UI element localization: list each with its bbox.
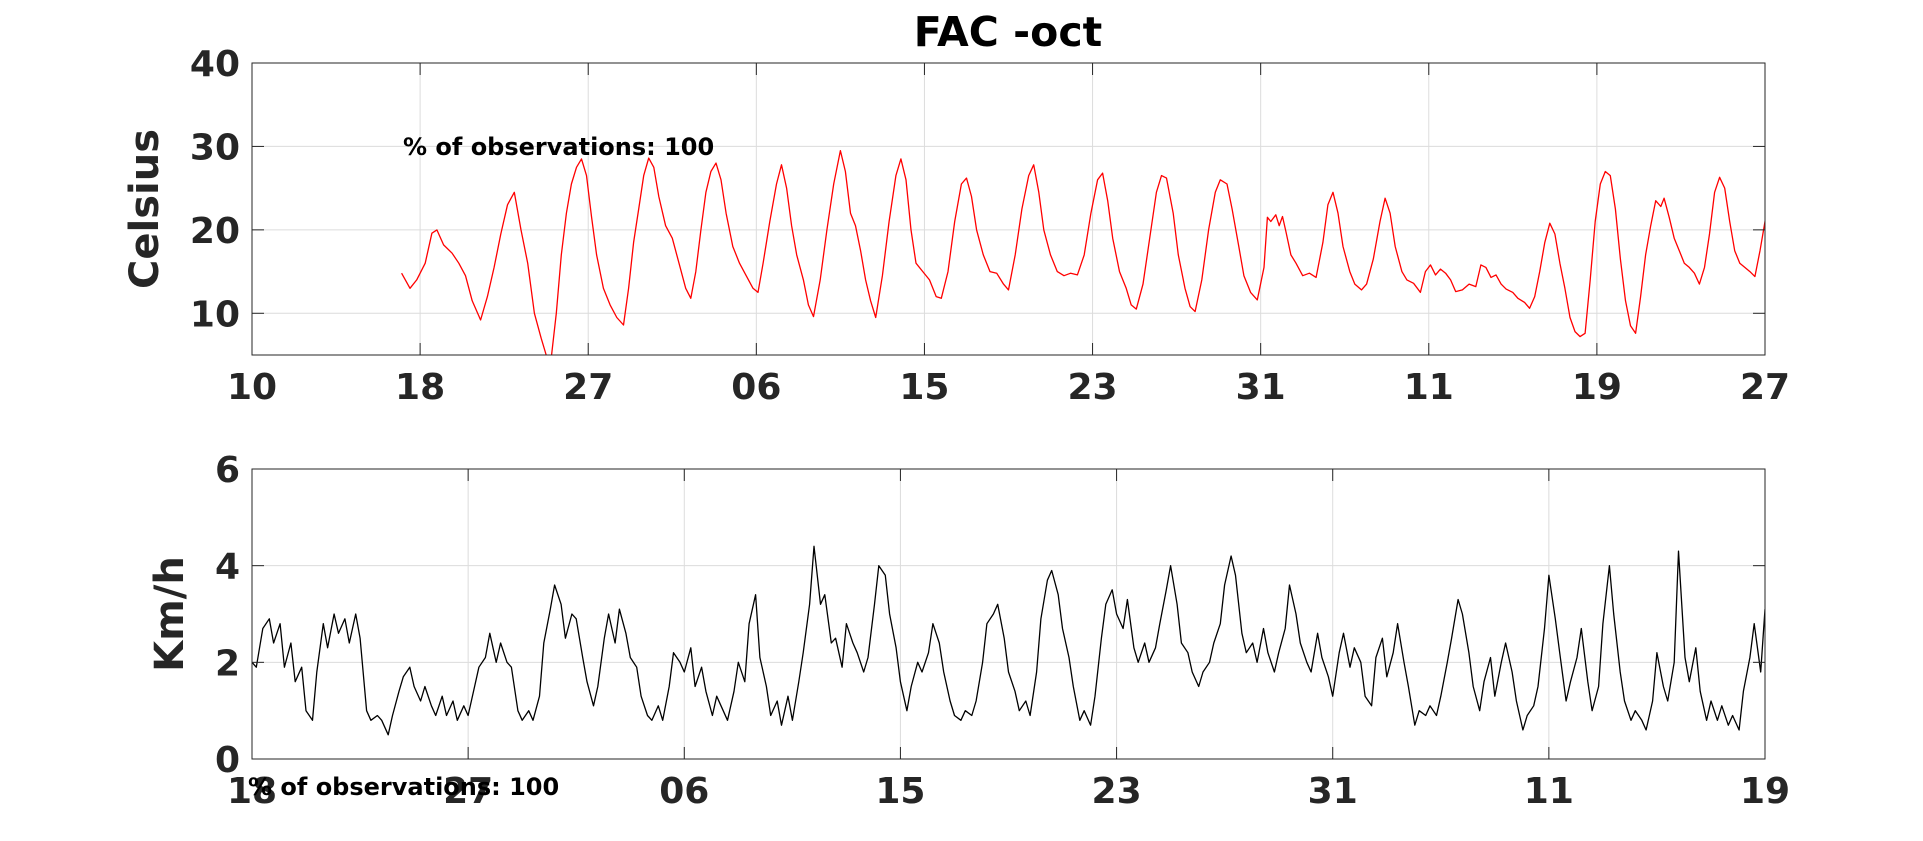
wind-x-tick-label: 18: [227, 771, 277, 812]
temp-axes-frame: [251, 62, 1766, 356]
temperature-plot: 10 18 27 06 15 23 31 11 19 27 10 20 30 40 Celsius % of …: [122, 44, 1790, 408]
temp-x-tick-label: 18: [395, 367, 445, 408]
wind-y-tick-label: 6: [215, 450, 240, 491]
wind-y-tick-label: 2: [215, 643, 240, 684]
temp-x-tick-label: 15: [899, 367, 949, 408]
temp-y-tick-label: 10: [190, 294, 240, 335]
wind-x-tick-label: 31: [1308, 771, 1358, 812]
temp-x-tick-label: 31: [1236, 367, 1286, 408]
temp-y-tick-label: 40: [190, 44, 240, 85]
wind-x-tick-label: 27: [443, 771, 493, 812]
temp-x-tick-label: 06: [731, 367, 781, 408]
wind-observations-annotation: % of observations: 100: [248, 773, 559, 801]
temp-y-tick-label: 30: [190, 127, 240, 168]
wind-x-tick-label: 19: [1740, 771, 1790, 812]
temp-x-tick-label: 27: [563, 367, 613, 408]
temp-x-tick-label: 23: [1068, 367, 1118, 408]
wind-y-axis-title: Km/h: [147, 556, 193, 672]
temp-x-tick-label: 27: [1740, 367, 1790, 408]
temp-y-axis-title: Celsius: [122, 129, 168, 289]
wind-axes-frame: [251, 468, 1766, 760]
temp-y-tick-label: 20: [190, 211, 240, 252]
temp-x-tick-label: 19: [1572, 367, 1622, 408]
wind-x-tick-label: 06: [659, 771, 709, 812]
figure-title: FAC -oct: [914, 8, 1102, 56]
wind-y-tick-label: 0: [215, 740, 240, 781]
wind-y-tick-label: 4: [215, 547, 240, 588]
wind-x-tick-label: 15: [875, 771, 925, 812]
wind-speed-plot: 18 27 06 15 23 31 11 19 0 2 4 6 Km/h % of observation…: [147, 450, 1790, 812]
temp-x-tick-label: 10: [227, 367, 277, 408]
temp-observations-annotation: % of observations: 100: [403, 133, 714, 161]
wind-x-tick-label: 11: [1524, 771, 1574, 812]
wind-series-line: [252, 545, 1765, 736]
temp-series-line: [401, 149, 1765, 355]
wind-x-tick-label: 23: [1092, 771, 1142, 812]
temp-x-tick-label: 11: [1404, 367, 1454, 408]
